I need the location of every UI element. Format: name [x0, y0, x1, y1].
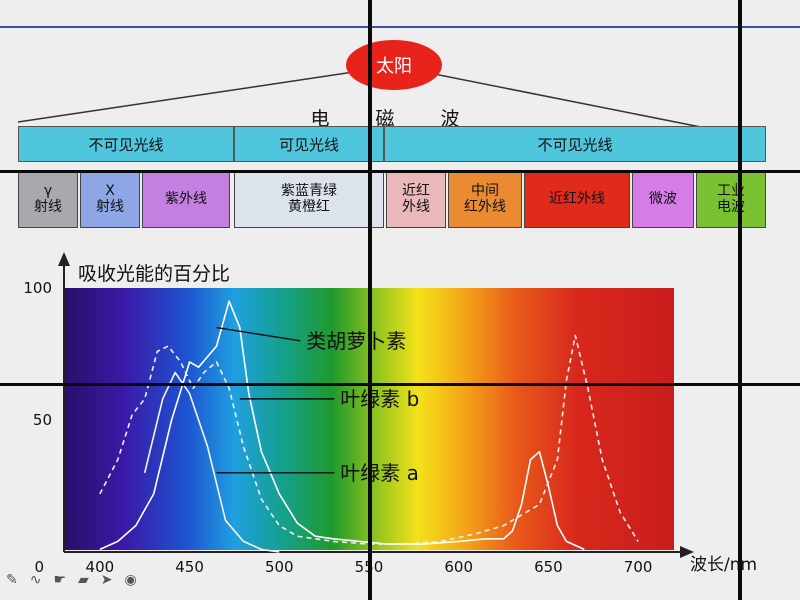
toolbar-glyphs[interactable]: ✎∿☛▰➤◉ — [6, 572, 149, 588]
band-invisible-left: 不可见光线 — [18, 126, 234, 162]
sub-band-line1: 近红 — [402, 183, 430, 199]
x-axis-arrow — [680, 546, 694, 558]
sub-band-line1: 微波 — [649, 191, 677, 207]
sub-band-line1: 近红外线 — [549, 191, 605, 207]
sub-band-line1: γ — [43, 183, 53, 199]
y-tick-label: 50 — [33, 411, 52, 429]
annotation-leader — [216, 326, 301, 342]
series-line — [99, 300, 585, 551]
x-axis-label: 波长/nm — [690, 555, 757, 575]
sub-band-line1: 紫外线 — [165, 191, 207, 207]
sub-band-mid-infrared: 中间 红外线 — [448, 170, 522, 228]
sub-band-line1: 紫蓝青绿 — [281, 183, 337, 199]
sub-band-xray: X 射线 — [80, 170, 140, 228]
sub-band-line1: X — [105, 183, 115, 199]
frame-line-horizontal-bottom — [0, 383, 800, 386]
toolbar[interactable]: ✎∿☛▰➤◉ — [6, 572, 149, 588]
band-label: 不可见光线 — [88, 135, 164, 154]
sun: 太阳 — [346, 40, 442, 90]
sub-band-industrial-wave: 工业 电波 — [696, 170, 766, 228]
y-axis-label: 吸收光能的百分比 — [78, 263, 230, 285]
x-tick-label: 450 — [175, 558, 204, 576]
y-tick-label: 0 — [34, 558, 44, 576]
sub-band-line1: 中间 — [471, 183, 499, 199]
series-line — [143, 371, 280, 553]
sub-band-line2: 外线 — [402, 199, 430, 215]
sub-band-line2: 红外线 — [464, 199, 506, 215]
annotation-label: 类胡萝卜素 — [306, 329, 406, 353]
sub-band-microwave: 微波 — [632, 170, 694, 228]
annotation-label: 叶绿素 b — [340, 387, 419, 411]
sub-band-near-infrared-1: 近红 外线 — [386, 170, 446, 228]
band-label: 不可见光线 — [537, 135, 613, 154]
annotation-label: 叶绿素 a — [340, 461, 419, 485]
band-label: 可见光线 — [278, 135, 339, 154]
sub-band-visible-colors: 紫蓝青绿 黄橙红 — [234, 170, 384, 228]
band-visible: 可见光线 — [234, 126, 384, 162]
frame-line-vertical-left — [368, 0, 372, 600]
sun-label: 太阳 — [376, 56, 412, 77]
x-tick-label: 500 — [265, 558, 294, 576]
frame-line-vertical-right — [738, 0, 742, 600]
sub-band-line2: 射线 — [96, 199, 124, 215]
x-tick-label: 700 — [624, 558, 653, 576]
sub-band-line2: 射线 — [34, 199, 62, 215]
sub-band-near-infrared-2: 近红外线 — [524, 170, 630, 228]
sub-band-gamma: γ 射线 — [18, 170, 78, 228]
x-tick-label: 650 — [534, 558, 563, 576]
y-tick-label: 100 — [23, 279, 52, 297]
series-line — [99, 334, 639, 545]
sub-band-ultraviolet: 紫外线 — [142, 170, 230, 228]
sub-band-line2: 黄橙红 — [288, 199, 330, 215]
frame-line-horizontal-top — [0, 170, 800, 173]
y-axis-arrow — [58, 252, 70, 266]
x-tick-label: 600 — [444, 558, 473, 576]
em-wave-title: 电 磁 波 — [310, 108, 480, 130]
x-tick-label: 400 — [86, 558, 115, 576]
top-rule — [0, 26, 800, 28]
band-invisible-right: 不可见光线 — [384, 126, 766, 162]
